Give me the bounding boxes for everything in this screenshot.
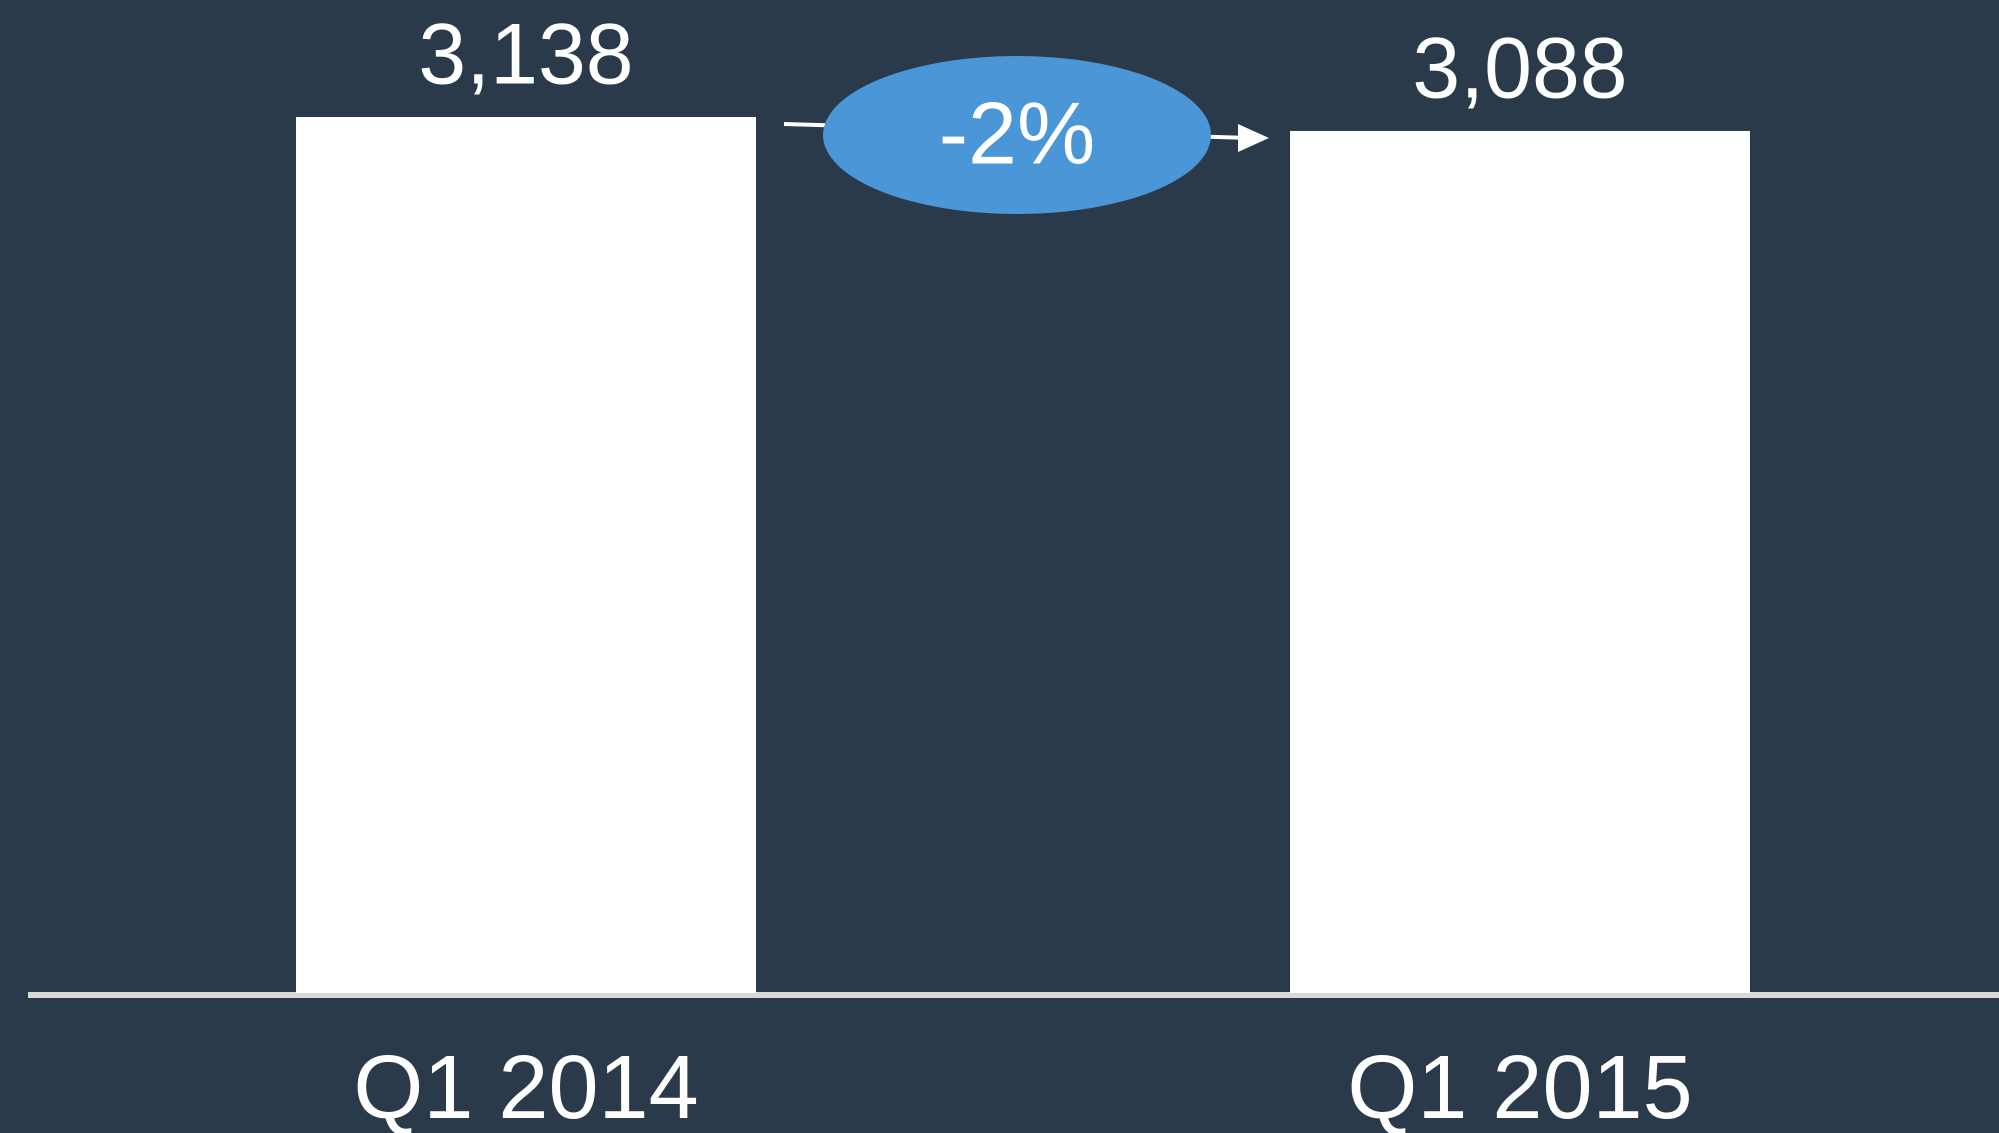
change-bubble bbox=[823, 56, 1211, 214]
value-label: 3,138 bbox=[418, 7, 633, 103]
bar bbox=[1290, 130, 1750, 993]
category-label: Q1 2015 bbox=[1347, 1038, 1692, 1133]
change-label: -2% bbox=[939, 83, 1096, 182]
value-label: 3,088 bbox=[1412, 21, 1627, 117]
bar bbox=[296, 117, 756, 993]
arrow-head bbox=[1238, 124, 1269, 152]
category-label: Q1 2014 bbox=[353, 1038, 698, 1133]
